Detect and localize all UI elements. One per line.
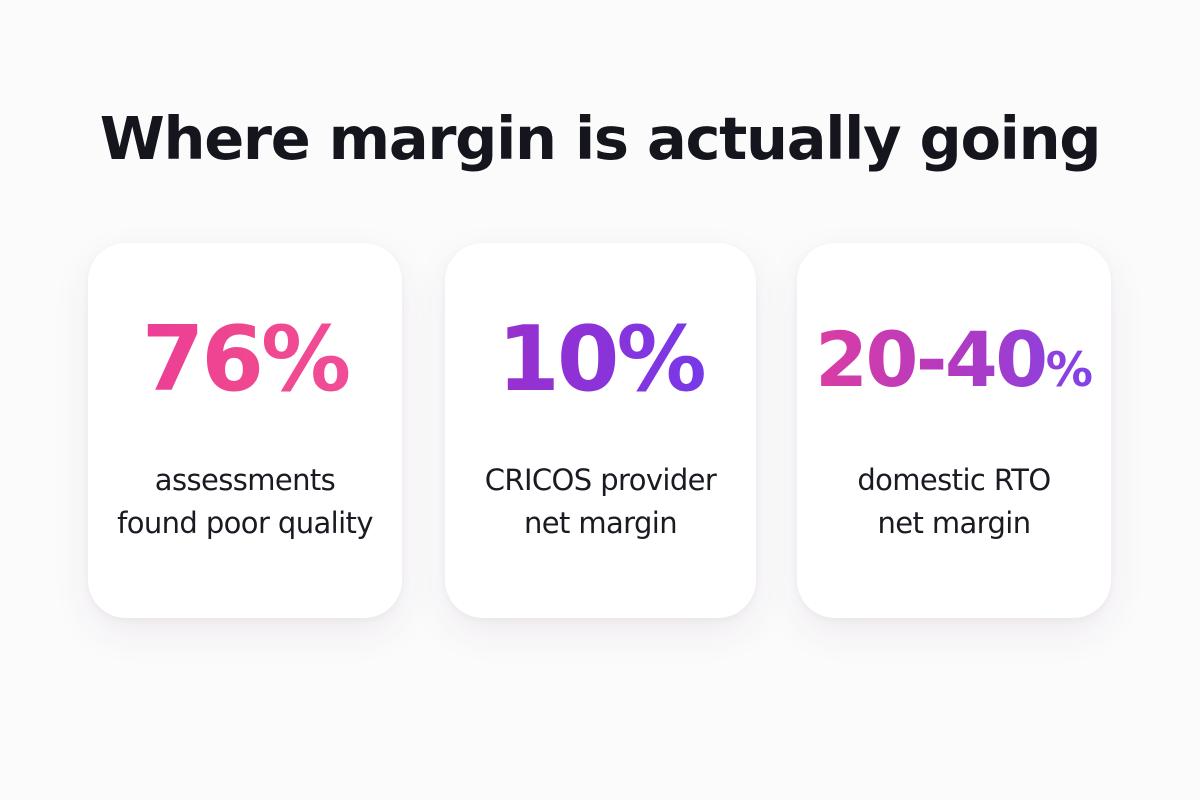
stat-value: 20-40% xyxy=(797,305,1111,426)
stat-caption: domestic RTO net margin xyxy=(797,459,1111,545)
stat-card-assessments: 76% assessments found poor quality xyxy=(88,243,402,618)
stat-caption-line: found poor quality xyxy=(117,506,373,540)
stat-caption-line: assessments xyxy=(154,463,336,497)
stat-unit: % xyxy=(1045,343,1093,398)
stat-caption-line: domestic RTO xyxy=(857,463,1051,497)
stat-caption: assessments found poor quality xyxy=(88,459,402,545)
stat-card-cricos-margin: 10% CRICOS provider net margin xyxy=(445,243,756,618)
stat-caption-line: net margin xyxy=(877,506,1031,540)
stat-caption-line: CRICOS provider xyxy=(484,463,717,497)
stat-card-rto-margin: 20-40% domestic RTO net margin xyxy=(797,243,1111,618)
stat-value: 76% xyxy=(88,305,402,415)
stat-number: 20-40 xyxy=(815,315,1046,404)
page-title: Where margin is actually going xyxy=(99,104,1102,173)
stat-value: 10% xyxy=(445,305,756,415)
stat-caption-line: net margin xyxy=(523,506,678,540)
stat-caption: CRICOS provider net margin xyxy=(445,459,756,545)
